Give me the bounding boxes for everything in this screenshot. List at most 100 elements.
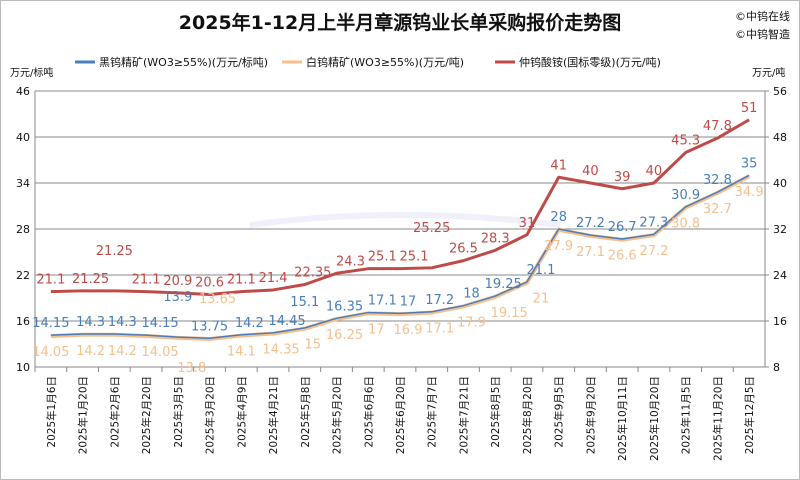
data-label: 14.3 [76, 315, 105, 330]
x-tick-label: 2025年2月20日 [140, 376, 153, 454]
x-tick-label: 2025年11月5日 [680, 376, 693, 454]
data-label: 32.7 [703, 202, 732, 217]
data-label: 19.15 [491, 306, 528, 321]
copyright-2: ©中钨智造 [735, 28, 790, 41]
data-label: 16.35 [326, 299, 363, 314]
data-label: 14.05 [32, 345, 69, 360]
data-label: 14.35 [262, 343, 299, 358]
x-tick-label: 2025年5月8日 [299, 376, 312, 448]
x-tick-label: 2025年1月6日 [45, 376, 58, 448]
data-label: 27.9 [544, 239, 573, 254]
y-right-axis-label: 万元/吨 [752, 66, 785, 79]
y-left-tick-label: 10 [16, 361, 30, 374]
x-tick-label: 2025年12月5日 [743, 376, 756, 454]
data-label: 26.7 [608, 220, 637, 235]
data-label: 27.1 [576, 245, 605, 260]
y-right-tick-label: 8 [773, 361, 780, 374]
data-label: 39 [614, 170, 631, 185]
data-label: 16.25 [326, 328, 363, 343]
data-label: 34.9 [735, 185, 764, 200]
x-tick-label: 2025年10月11日 [616, 376, 629, 461]
x-tick-label: 2025年3月5日 [172, 376, 185, 448]
x-tick-label: 2025年11月20日 [711, 376, 724, 461]
data-label: 17 [400, 294, 417, 309]
data-label: 14.05 [141, 345, 178, 360]
data-label: 26.6 [608, 249, 637, 264]
data-label: 21.25 [96, 244, 133, 259]
data-label: 17.9 [457, 315, 486, 330]
data-label: 21.4 [259, 271, 288, 286]
data-label: 21.1 [132, 273, 161, 288]
copyright-1: ©中钨在线 [735, 10, 790, 23]
x-tick-label: 2025年2月6日 [108, 376, 121, 448]
data-label: 14.2 [76, 344, 105, 359]
x-tick-label: 2025年1月20日 [77, 376, 90, 454]
data-label: 21 [533, 292, 550, 307]
data-label: 21.1 [526, 263, 555, 278]
data-label: 28 [550, 210, 567, 225]
data-label: 13.75 [191, 319, 228, 334]
data-label: 41 [550, 158, 567, 173]
data-label: 17.1 [425, 322, 454, 337]
data-label: 25.1 [400, 250, 429, 265]
data-label: 25.25 [413, 221, 450, 236]
x-tick-label: 2025年4月9日 [235, 376, 248, 448]
data-label: 18 [463, 287, 480, 302]
data-label: 30.9 [671, 188, 700, 203]
legend-label: 白钨精矿(WO3≥55%)(万元/吨) [306, 55, 464, 69]
data-label: 20.6 [195, 276, 224, 291]
x-tick-label: 2025年6月6日 [362, 376, 375, 448]
series-line [50, 118, 750, 297]
data-label: 27.2 [576, 216, 605, 231]
data-label: 35 [741, 156, 758, 171]
data-label: 17.1 [368, 294, 397, 309]
data-label: 28.3 [481, 231, 510, 246]
data-label: 27.3 [639, 215, 668, 230]
y-left-tick-label: 16 [16, 315, 30, 328]
x-tick-label: 2025年8月5日 [489, 376, 502, 448]
data-label: 14.45 [268, 314, 305, 329]
data-label: 14.15 [141, 316, 178, 331]
x-tick-label: 2025年3月20日 [204, 376, 217, 454]
chart-title: 2025年1-12月上半月章源钨业长单采购报价走势图 [178, 12, 622, 34]
y-right-tick-label: 40 [773, 177, 787, 190]
y-left-axis-label: 万元/标吨 [10, 66, 53, 79]
data-label: 31 [519, 216, 536, 231]
y-right-tick-label: 48 [773, 131, 787, 144]
legend-label: 仲钨酸铵(国标零级)(万元/吨) [519, 55, 661, 69]
y-right-tick-label: 56 [773, 85, 787, 98]
legend-label: 黑钨精矿(WO3≥55%)(万元/标吨) [99, 55, 268, 69]
data-label: 32.8 [703, 173, 732, 188]
data-label: 26.5 [449, 242, 478, 257]
x-tick-label: 2025年10月20日 [648, 376, 661, 461]
y-right-tick-label: 32 [773, 223, 787, 236]
y-right-tick-label: 24 [773, 269, 787, 282]
y-left-tick-label: 28 [16, 223, 30, 236]
x-tick-label: 2025年5月20日 [331, 376, 344, 454]
data-label: 40 [582, 164, 599, 179]
x-tick-label: 2025年7月21日 [457, 376, 470, 454]
data-label: 13.8 [177, 361, 206, 376]
data-label: 16.9 [394, 323, 423, 338]
data-label: 30.8 [671, 217, 700, 232]
x-tick-label: 2025年9月5日 [553, 376, 566, 448]
data-label: 13.9 [163, 290, 192, 305]
x-tick-label: 2025年9月20日 [584, 376, 597, 454]
data-label: 24.3 [336, 254, 365, 269]
data-label: 21.25 [72, 272, 109, 287]
data-label: 45.3 [671, 134, 700, 149]
y-left-tick-label: 34 [16, 177, 30, 190]
data-label: 20.9 [163, 274, 192, 289]
data-label: 13.65 [199, 292, 236, 307]
y-left-tick-label: 22 [16, 269, 30, 282]
data-label: 19.25 [485, 277, 522, 292]
data-label: 25.1 [368, 250, 397, 265]
y-left-tick-label: 46 [16, 85, 30, 98]
x-tick-label: 2025年7月7日 [426, 376, 439, 448]
data-label: 51 [741, 101, 758, 116]
watermark-mark [249, 212, 561, 228]
data-label: 27.2 [639, 244, 668, 259]
data-label: 22.35 [294, 265, 331, 280]
data-label: 14.15 [32, 316, 69, 331]
